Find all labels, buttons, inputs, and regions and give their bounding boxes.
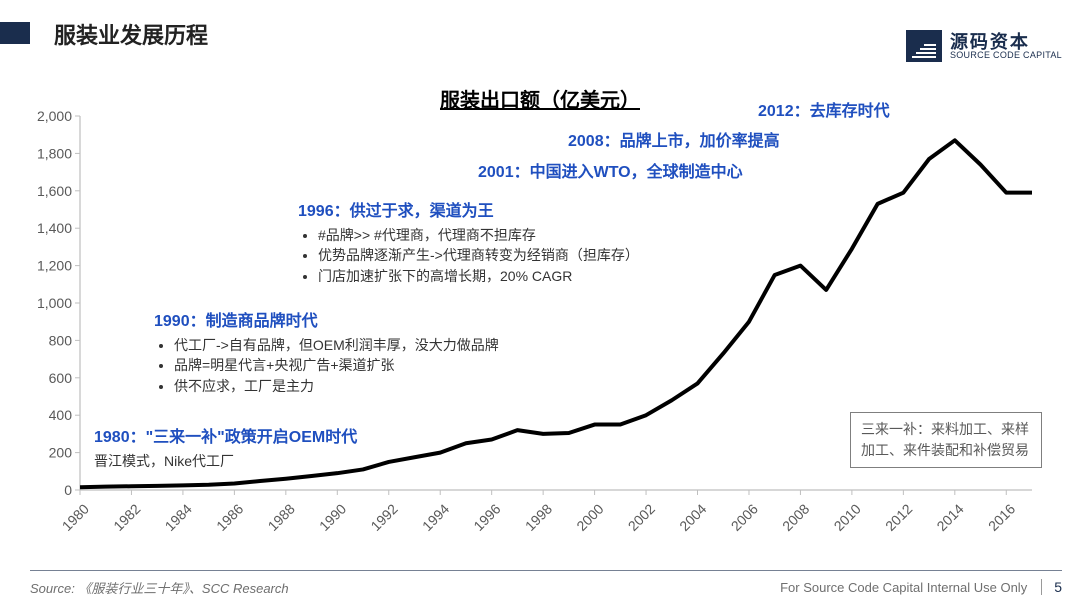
footer-divider bbox=[30, 570, 1062, 571]
anno-2008: 2008：品牌上市，加价率提高 bbox=[568, 130, 968, 155]
svg-text:1,200: 1,200 bbox=[37, 258, 72, 274]
anno-1990-headline: 1990：制造商品牌时代 bbox=[154, 310, 624, 333]
logo-mark-icon bbox=[906, 30, 942, 62]
header-accent-bar bbox=[0, 22, 30, 44]
note-box-text: 三来一补：来料加工、来样加工、来件装配和补偿贸易 bbox=[861, 421, 1029, 458]
svg-text:800: 800 bbox=[49, 332, 73, 348]
svg-text:1,400: 1,400 bbox=[37, 220, 72, 236]
logo-text-cn: 源码资本 bbox=[950, 33, 1062, 51]
svg-text:1984: 1984 bbox=[162, 501, 195, 534]
svg-text:1980: 1980 bbox=[59, 501, 92, 534]
svg-text:2006: 2006 bbox=[728, 501, 761, 534]
svg-text:200: 200 bbox=[49, 445, 73, 461]
svg-text:1992: 1992 bbox=[367, 501, 400, 534]
svg-text:2014: 2014 bbox=[933, 501, 966, 534]
svg-text:2016: 2016 bbox=[985, 501, 1018, 534]
anno-2001-headline: 2001：中国进入WTO，全球制造中心 bbox=[478, 161, 898, 184]
svg-text:1998: 1998 bbox=[522, 501, 555, 534]
anno-1990: 1990：制造商品牌时代代工厂->自有品牌，但OEM利润丰厚，没大力做品牌品牌=… bbox=[154, 310, 624, 396]
svg-text:2004: 2004 bbox=[676, 501, 709, 534]
logo-text-en: SOURCE CODE CAPITAL bbox=[950, 51, 1062, 60]
svg-text:1988: 1988 bbox=[265, 501, 298, 534]
svg-text:1986: 1986 bbox=[213, 501, 246, 534]
svg-text:2,000: 2,000 bbox=[37, 110, 72, 124]
definition-note-box: 三来一补：来料加工、来样加工、来件装配和补偿贸易 bbox=[850, 412, 1042, 468]
slide-footer: Source: 《服装行业三十年》、SCC Research For Sourc… bbox=[0, 570, 1080, 604]
svg-text:1,000: 1,000 bbox=[37, 295, 72, 311]
anno-2008-headline: 2008：品牌上市，加价率提高 bbox=[568, 130, 968, 153]
footer-confidential: For Source Code Capital Internal Use Onl… bbox=[780, 580, 1027, 595]
svg-text:400: 400 bbox=[49, 407, 73, 423]
anno-1980-headline: 1980："三来一补"政策开启OEM时代 bbox=[94, 426, 474, 449]
page-title: 服装业发展历程 bbox=[54, 18, 208, 50]
svg-text:2002: 2002 bbox=[625, 501, 658, 534]
anno-1996-bullet: 优势品牌逐渐产生->代理商转变为经销商（担库存） bbox=[318, 245, 768, 265]
slide-header: 服装业发展历程 源码资本 SOURCE CODE CAPITAL bbox=[0, 18, 1080, 58]
anno-2001: 2001：中国进入WTO，全球制造中心 bbox=[478, 161, 898, 186]
page-number: 5 bbox=[1041, 579, 1062, 595]
anno-1990-bullet: 代工厂->自有品牌，但OEM利润丰厚，没大力做品牌 bbox=[174, 335, 624, 355]
svg-text:1,800: 1,800 bbox=[37, 145, 72, 161]
svg-text:1996: 1996 bbox=[470, 501, 503, 534]
svg-text:1,600: 1,600 bbox=[37, 183, 72, 199]
svg-text:2000: 2000 bbox=[573, 501, 606, 534]
anno-1990-bullet: 供不应求，工厂是主力 bbox=[174, 376, 624, 396]
anno-1996: 1996：供过于求，渠道为王#品牌>> #代理商，代理商不担库存优势品牌逐渐产生… bbox=[298, 200, 768, 286]
svg-text:2010: 2010 bbox=[831, 501, 864, 534]
anno-1996-headline: 1996：供过于求，渠道为王 bbox=[298, 200, 768, 223]
svg-text:600: 600 bbox=[49, 370, 73, 386]
svg-text:0: 0 bbox=[64, 482, 72, 498]
anno-1990-bullet: 品牌=明星代言+央视广告+渠道扩张 bbox=[174, 355, 624, 375]
anno-1980-subtext: 晋江模式，Nike代工厂 bbox=[94, 451, 474, 471]
anno-2012: 2012：去库存时代 bbox=[758, 100, 1058, 125]
svg-text:1994: 1994 bbox=[419, 501, 452, 534]
svg-text:2012: 2012 bbox=[882, 501, 915, 534]
svg-text:1990: 1990 bbox=[316, 501, 349, 534]
anno-1996-bullet: #品牌>> #代理商，代理商不担库存 bbox=[318, 225, 768, 245]
svg-text:2008: 2008 bbox=[779, 501, 812, 534]
brand-logo: 源码资本 SOURCE CODE CAPITAL bbox=[906, 30, 1062, 62]
svg-text:1982: 1982 bbox=[110, 501, 143, 534]
anno-1980: 1980："三来一补"政策开启OEM时代晋江模式，Nike代工厂 bbox=[94, 426, 474, 471]
anno-2012-headline: 2012：去库存时代 bbox=[758, 100, 1058, 123]
footer-source: Source: 《服装行业三十年》、SCC Research bbox=[30, 578, 289, 597]
anno-1996-bullet: 门店加速扩张下的高增长期，20% CAGR bbox=[318, 266, 768, 286]
